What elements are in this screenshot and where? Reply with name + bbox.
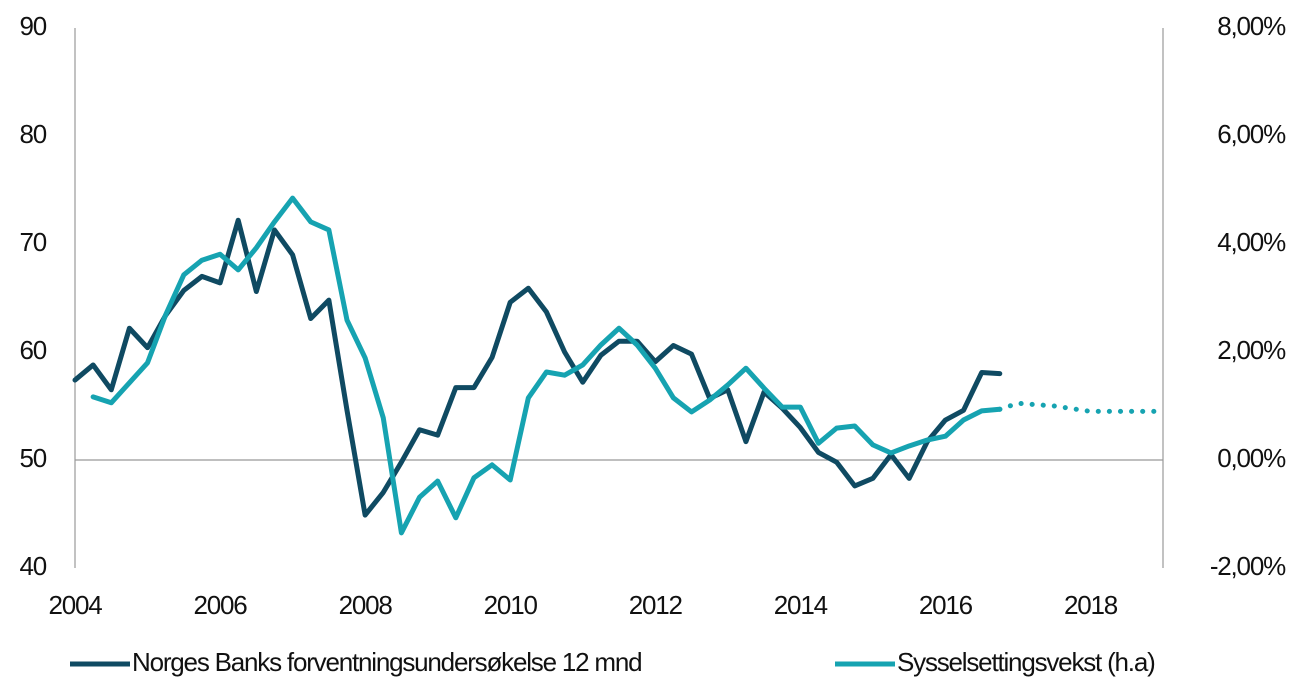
y2-tick-label: 2,00% (1217, 335, 1286, 365)
legend-label: Norges Banks forventningsundersøkelse 12… (132, 647, 641, 677)
series-line (90, 195, 1003, 536)
y2-tick-label: -2,00% (1210, 551, 1286, 581)
y-tick-label: 70 (19, 227, 46, 257)
x-tick-label: 2008 (339, 590, 393, 620)
y2-tick-label: 0,00% (1217, 443, 1286, 473)
y2-tick-label: 6,00% (1217, 119, 1286, 149)
series-line (997, 400, 1166, 414)
series-line (72, 217, 1003, 518)
x-tick-label: 2018 (1064, 590, 1118, 620)
x-tick-label: 2010 (484, 590, 538, 620)
y-tick-label: 80 (19, 119, 46, 149)
y-tick-label: 40 (19, 551, 46, 581)
y-tick-label: 50 (19, 443, 46, 473)
y2-tick-label: 8,00% (1217, 11, 1286, 41)
x-tick-label: 2014 (774, 590, 828, 620)
x-tick-label: 2004 (48, 590, 102, 620)
y-tick-label: 60 (19, 335, 46, 365)
x-tick-label: 2012 (629, 590, 683, 620)
x-tick-label: 2016 (919, 590, 973, 620)
y2-tick-label: 4,00% (1217, 227, 1286, 257)
y-tick-label: 90 (19, 11, 46, 41)
legend-label: Sysselsettingsvekst (h.a) (897, 647, 1155, 677)
x-tick-label: 2006 (194, 590, 248, 620)
